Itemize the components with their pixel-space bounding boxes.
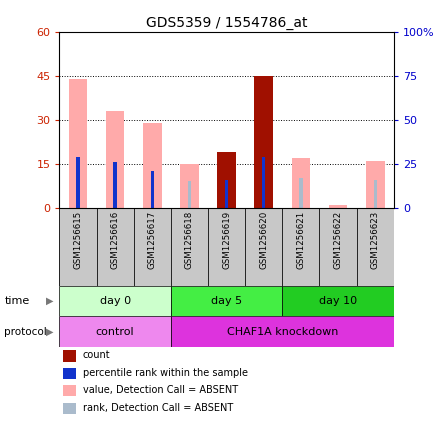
Bar [143,123,161,208]
Text: GSM1256618: GSM1256618 [185,211,194,269]
Text: ▶: ▶ [46,296,54,306]
Bar [96,208,134,286]
Text: GSM1256623: GSM1256623 [371,211,380,269]
Text: GSM1256621: GSM1256621 [297,211,305,269]
Bar [282,208,319,286]
Bar [188,181,191,208]
Text: GSM1256619: GSM1256619 [222,211,231,269]
Text: value, Detection Call = ABSENT: value, Detection Call = ABSENT [83,385,238,395]
Bar [63,385,76,396]
Bar [150,171,154,208]
Bar [63,368,76,379]
Text: GSM1256615: GSM1256615 [73,211,82,269]
Bar [254,76,273,208]
Text: day 5: day 5 [211,296,242,306]
Bar [59,208,96,286]
Text: CHAF1A knockdown: CHAF1A knockdown [227,327,338,337]
Bar [319,208,357,286]
Bar [106,111,125,208]
Bar [299,178,303,208]
Bar [374,180,377,208]
Bar [225,180,228,208]
Bar [59,286,171,316]
Bar [292,158,310,208]
Bar [217,152,236,208]
Text: control: control [96,327,135,337]
Text: day 0: day 0 [99,296,131,306]
Bar [262,157,265,208]
Text: time: time [4,296,29,306]
Bar [245,208,282,286]
Text: GSM1256616: GSM1256616 [110,211,120,269]
Text: GSM1256622: GSM1256622 [334,211,343,269]
Text: day 10: day 10 [319,296,357,306]
Bar [63,350,76,362]
Bar [329,205,347,208]
Bar [69,79,87,208]
Bar [180,164,199,208]
Bar [134,208,171,286]
Bar [282,286,394,316]
Bar [208,208,245,286]
Bar [63,403,76,414]
Text: GSM1256620: GSM1256620 [259,211,268,269]
Text: percentile rank within the sample: percentile rank within the sample [83,368,248,378]
Bar [171,286,282,316]
Bar [366,161,385,208]
Bar [76,157,80,208]
Bar [171,316,394,347]
Bar [59,316,171,347]
Bar [114,162,117,208]
Text: ▶: ▶ [46,327,54,337]
Text: protocol: protocol [4,327,47,337]
Text: count: count [83,350,110,360]
Bar [171,208,208,286]
Text: rank, Detection Call = ABSENT: rank, Detection Call = ABSENT [83,403,233,412]
Title: GDS5359 / 1554786_at: GDS5359 / 1554786_at [146,16,308,30]
Text: GSM1256617: GSM1256617 [148,211,157,269]
Bar [357,208,394,286]
